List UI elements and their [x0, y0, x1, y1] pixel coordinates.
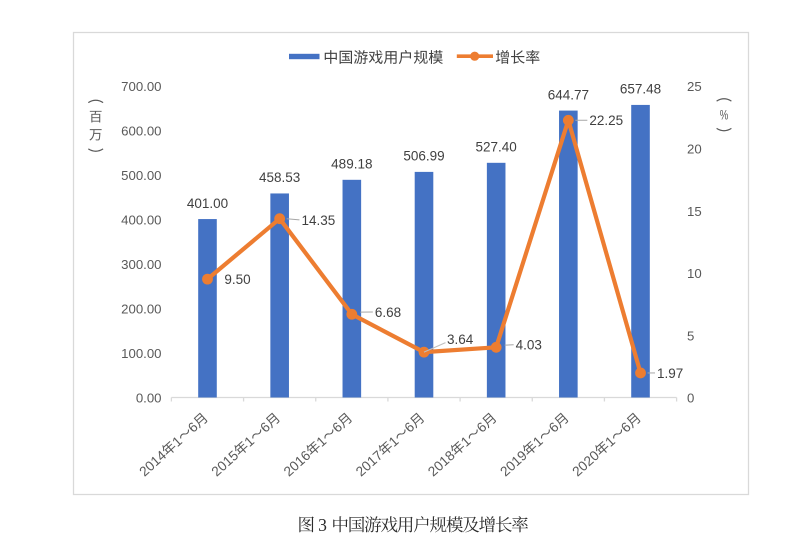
svg-text:15: 15 — [687, 204, 702, 219]
svg-text:458.53: 458.53 — [259, 170, 300, 185]
svg-text:14.35: 14.35 — [301, 213, 335, 228]
svg-text:5: 5 — [687, 328, 694, 343]
svg-text:20: 20 — [687, 142, 702, 157]
svg-text:600.00: 600.00 — [121, 124, 161, 139]
svg-text:527.40: 527.40 — [476, 140, 517, 155]
svg-text:6.68: 6.68 — [375, 305, 401, 320]
svg-text:1.97: 1.97 — [657, 366, 683, 381]
svg-text:10: 10 — [687, 266, 702, 281]
svg-text:300.00: 300.00 — [121, 257, 161, 272]
svg-text:700.00: 700.00 — [121, 79, 161, 94]
svg-text:506.99: 506.99 — [403, 149, 444, 164]
svg-text:657.48: 657.48 — [620, 82, 661, 97]
svg-text:3.64: 3.64 — [447, 332, 474, 347]
svg-text:200.00: 200.00 — [121, 302, 161, 317]
svg-text:100.00: 100.00 — [121, 346, 161, 361]
svg-text:9.50: 9.50 — [224, 272, 250, 287]
svg-text:%: % — [720, 108, 729, 123]
svg-text:4.03: 4.03 — [516, 338, 542, 353]
svg-text:3: 3 — [318, 515, 327, 535]
svg-text:22.25: 22.25 — [589, 113, 623, 128]
svg-text:0.00: 0.00 — [136, 391, 162, 406]
svg-text:489.18: 489.18 — [331, 157, 372, 172]
svg-text:644.77: 644.77 — [548, 87, 589, 102]
svg-text:401.00: 401.00 — [187, 196, 228, 211]
svg-text:400.00: 400.00 — [121, 213, 161, 228]
svg-text:0: 0 — [687, 391, 694, 406]
svg-text:25: 25 — [687, 79, 702, 94]
svg-text:500.00: 500.00 — [121, 168, 161, 183]
